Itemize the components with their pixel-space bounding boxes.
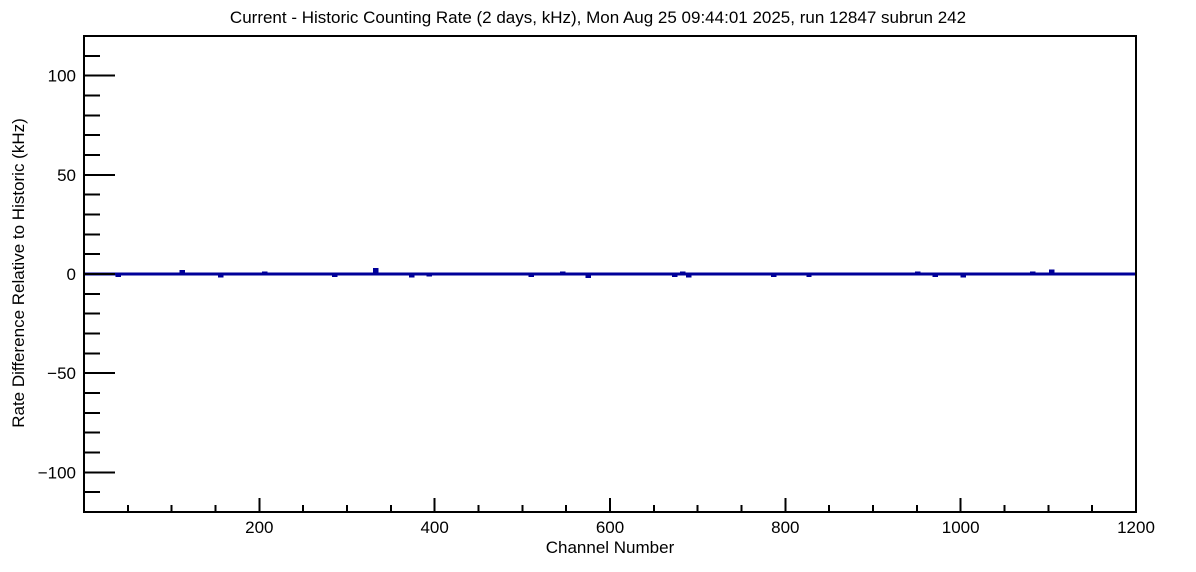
x-tick-label: 1000 [942, 518, 980, 537]
plot-frame [83, 35, 1137, 513]
y-tick-label: 100 [48, 67, 76, 86]
y-tick-label: 0 [67, 265, 76, 284]
x-tick-label: 400 [420, 518, 448, 537]
x-axis-title: Channel Number [545, 538, 675, 557]
y-tick-label: 50 [57, 166, 76, 185]
x-tick-label: 200 [245, 518, 273, 537]
axes-ticks [84, 54, 1137, 512]
y-tick-label: −100 [38, 463, 76, 482]
y-axis-title: Rate Difference Relative to Historic (kH… [9, 118, 28, 428]
y-tick-label: −50 [47, 364, 76, 383]
x-tick-label: 1200 [1117, 518, 1155, 537]
x-tick-label: 800 [771, 518, 799, 537]
data-series-line [84, 267, 1136, 278]
chart-title: Current - Historic Counting Rate (2 days… [229, 8, 967, 27]
x-tick-label: 600 [596, 518, 624, 537]
